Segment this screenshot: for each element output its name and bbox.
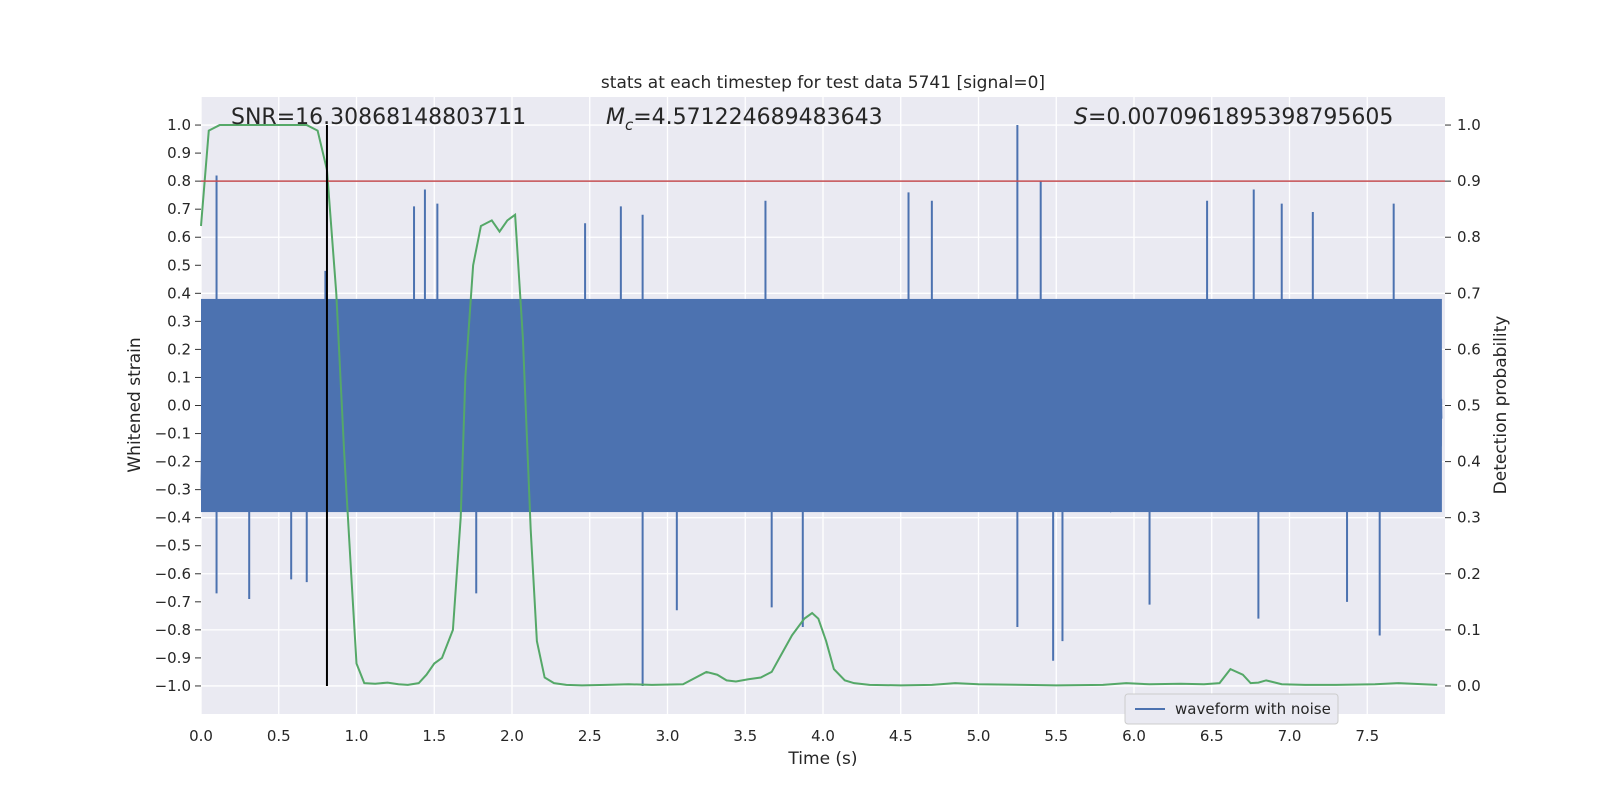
left-y-tick-label: 0.3 xyxy=(167,312,191,330)
left-y-tick-label: −0.4 xyxy=(155,509,191,527)
right-y-tick-label: 0.8 xyxy=(1457,228,1481,246)
x-tick-label: 6.0 xyxy=(1122,727,1146,745)
chirp-mass-annotation: Mc=4.571224689483643 xyxy=(606,105,883,134)
right-y-tick-label: 0.9 xyxy=(1457,172,1481,190)
snr-annotation: SNR=16.30868148803711 xyxy=(231,105,526,130)
chirp-mass-subscript: c xyxy=(625,116,634,134)
x-tick-label: 6.5 xyxy=(1200,727,1224,745)
waveform-with-noise-series xyxy=(200,125,1443,686)
right-y-tick-label: 0.5 xyxy=(1457,397,1481,415)
detection-probability-line xyxy=(200,124,1438,687)
s-symbol: S xyxy=(1074,105,1088,130)
left-y-tick-label: 0.7 xyxy=(167,200,191,218)
x-tick-label: 0.0 xyxy=(189,727,213,745)
x-tick-label: 3.5 xyxy=(733,727,757,745)
left-y-tick-label: −0.1 xyxy=(155,425,191,443)
x-tick-label: 5.0 xyxy=(967,727,991,745)
detection-probability-series xyxy=(200,124,1438,687)
left-y-tick-label: 0.8 xyxy=(167,172,191,190)
x-tick-label: 4.5 xyxy=(889,727,913,745)
left-y-axis-ticks: 1.0 0.9 0.8 0.7 0.6 0.5 0.4 0.3 0.2 0.1 0.0 −0.1 −0.… xyxy=(155,116,201,695)
x-axis-ticks: 0.0 0.5 1.0 1.5 2.0 2.5 3.0 3.5 4.0 4.5 5.0 5.5 6.0 6… xyxy=(189,727,1379,745)
x-tick-label: 2.0 xyxy=(500,727,524,745)
left-y-tick-label: 0.9 xyxy=(167,144,191,162)
left-y-tick-label: 0.5 xyxy=(167,256,191,274)
left-y-tick-label: −0.9 xyxy=(155,649,191,667)
x-tick-label: 7.0 xyxy=(1278,727,1302,745)
legend: waveform with noise xyxy=(1124,693,1339,725)
overlays xyxy=(201,125,1445,686)
left-y-tick-label: −0.6 xyxy=(155,565,191,583)
x-tick-label: 1.5 xyxy=(422,727,446,745)
right-y-tick-label: 1.0 xyxy=(1457,116,1481,134)
right-y-axis-ticks: 1.0 0.9 0.8 0.7 0.6 0.5 0.4 0.3 0.2 0.1 0.0 xyxy=(1445,116,1481,695)
legend-label: waveform with noise xyxy=(1175,700,1331,718)
s-annotation: S=0.0070961895398795605 xyxy=(1074,105,1393,130)
left-y-tick-label: −1.0 xyxy=(155,677,191,695)
chirp-mass-symbol: M xyxy=(606,105,625,130)
left-y-tick-label: 0.4 xyxy=(167,284,191,302)
x-tick-label: 1.0 xyxy=(345,727,369,745)
x-tick-label: 4.0 xyxy=(811,727,835,745)
x-tick-label: 7.5 xyxy=(1355,727,1379,745)
right-y-tick-label: 0.6 xyxy=(1457,340,1481,358)
x-axis-label: Time (s) xyxy=(787,749,857,769)
right-y-tick-label: 0.3 xyxy=(1457,509,1481,527)
chirp-mass-value: =4.571224689483643 xyxy=(633,105,882,130)
right-y-tick-label: 0.4 xyxy=(1457,453,1481,471)
left-y-axis-label: Whitened strain xyxy=(125,337,145,472)
x-tick-label: 2.5 xyxy=(578,727,602,745)
right-y-axis-label: Detection probability xyxy=(1491,316,1511,495)
left-y-tick-label: 0.1 xyxy=(167,368,191,386)
left-y-tick-label: −0.2 xyxy=(155,453,191,471)
right-y-tick-label: 0.7 xyxy=(1457,284,1481,302)
waveform-dense-band xyxy=(201,298,1442,513)
right-y-tick-label: 0.0 xyxy=(1457,677,1481,695)
s-value: =0.0070961895398795605 xyxy=(1088,105,1393,130)
x-tick-label: 0.5 xyxy=(267,727,291,745)
x-tick-label: 3.0 xyxy=(656,727,680,745)
legend-box xyxy=(1124,693,1339,725)
left-y-tick-label: 1.0 xyxy=(167,116,191,134)
chart-title: stats at each timestep for test data 574… xyxy=(601,73,1045,93)
right-y-tick-label: 0.1 xyxy=(1457,621,1481,639)
left-y-tick-label: −0.3 xyxy=(155,481,191,499)
left-y-tick-label: 0.0 xyxy=(167,397,191,415)
left-y-tick-label: −0.5 xyxy=(155,537,191,555)
left-y-tick-label: −0.7 xyxy=(155,593,191,611)
left-y-tick-label: 0.6 xyxy=(167,228,191,246)
x-tick-label: 5.5 xyxy=(1044,727,1068,745)
right-y-tick-label: 0.2 xyxy=(1457,565,1481,583)
left-y-tick-label: −0.8 xyxy=(155,621,191,639)
left-y-tick-label: 0.2 xyxy=(167,340,191,358)
